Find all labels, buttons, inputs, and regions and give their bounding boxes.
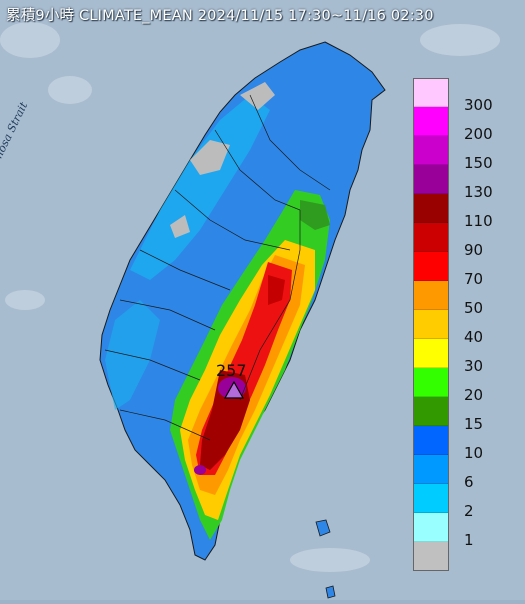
legend-label: 20 [464, 386, 484, 404]
legend-label: 130 [464, 183, 493, 201]
legend-swatch [413, 165, 449, 194]
county-boundaries [104, 94, 331, 441]
legend-label: 90 [464, 241, 484, 259]
legend-swatch [413, 194, 449, 223]
legend-swatch [413, 223, 449, 252]
peak-value-label: 257 [216, 361, 247, 380]
legend-label: 10 [464, 444, 484, 462]
legend-swatch [413, 136, 449, 165]
legend-label: 50 [464, 299, 484, 317]
rain-zone-purple-south [194, 465, 206, 475]
legend-swatch [413, 368, 449, 397]
peak-triangle-icon [223, 380, 245, 399]
legend-swatch [413, 339, 449, 368]
legend-swatch [413, 426, 449, 455]
legend-label: 40 [464, 328, 484, 346]
legend-label: 15 [464, 415, 484, 433]
legend-swatch [413, 397, 449, 426]
cloud-texture [0, 22, 500, 572]
legend-label: 1 [464, 531, 474, 549]
legend-label: 30 [464, 357, 484, 375]
legend-swatch [413, 107, 449, 136]
legend-swatch [413, 542, 449, 571]
legend-swatch [413, 484, 449, 513]
legend-swatch [413, 455, 449, 484]
rain-zone-light-blue-2 [105, 300, 160, 410]
legend-label: 6 [464, 473, 474, 491]
rain-zone-gray [170, 82, 275, 238]
legend-label: 110 [464, 212, 493, 230]
legend-label: 70 [464, 270, 484, 288]
legend-label: 2 [464, 502, 474, 520]
legend-label: 300 [464, 96, 493, 114]
legend-swatch [413, 252, 449, 281]
legend-label: 200 [464, 125, 493, 143]
offshore-islands [315, 519, 336, 599]
rain-zone-dark-green [300, 200, 330, 230]
legend-swatch [413, 78, 449, 107]
legend-swatch [413, 281, 449, 310]
legend-swatch [413, 310, 449, 339]
rain-zone-dark-red-north [268, 275, 285, 305]
legend-swatch [413, 513, 449, 542]
legend-label: 150 [464, 154, 493, 172]
rain-zone-light-blue [130, 95, 270, 280]
map-title: 累積9小時 CLIMATE_MEAN 2024/11/15 17:30~11/1… [6, 8, 434, 24]
rainfall-legend: 300 200 150 130 110 90 70 50 40 30 20 15 10 6 2 1 [413, 78, 503, 572]
